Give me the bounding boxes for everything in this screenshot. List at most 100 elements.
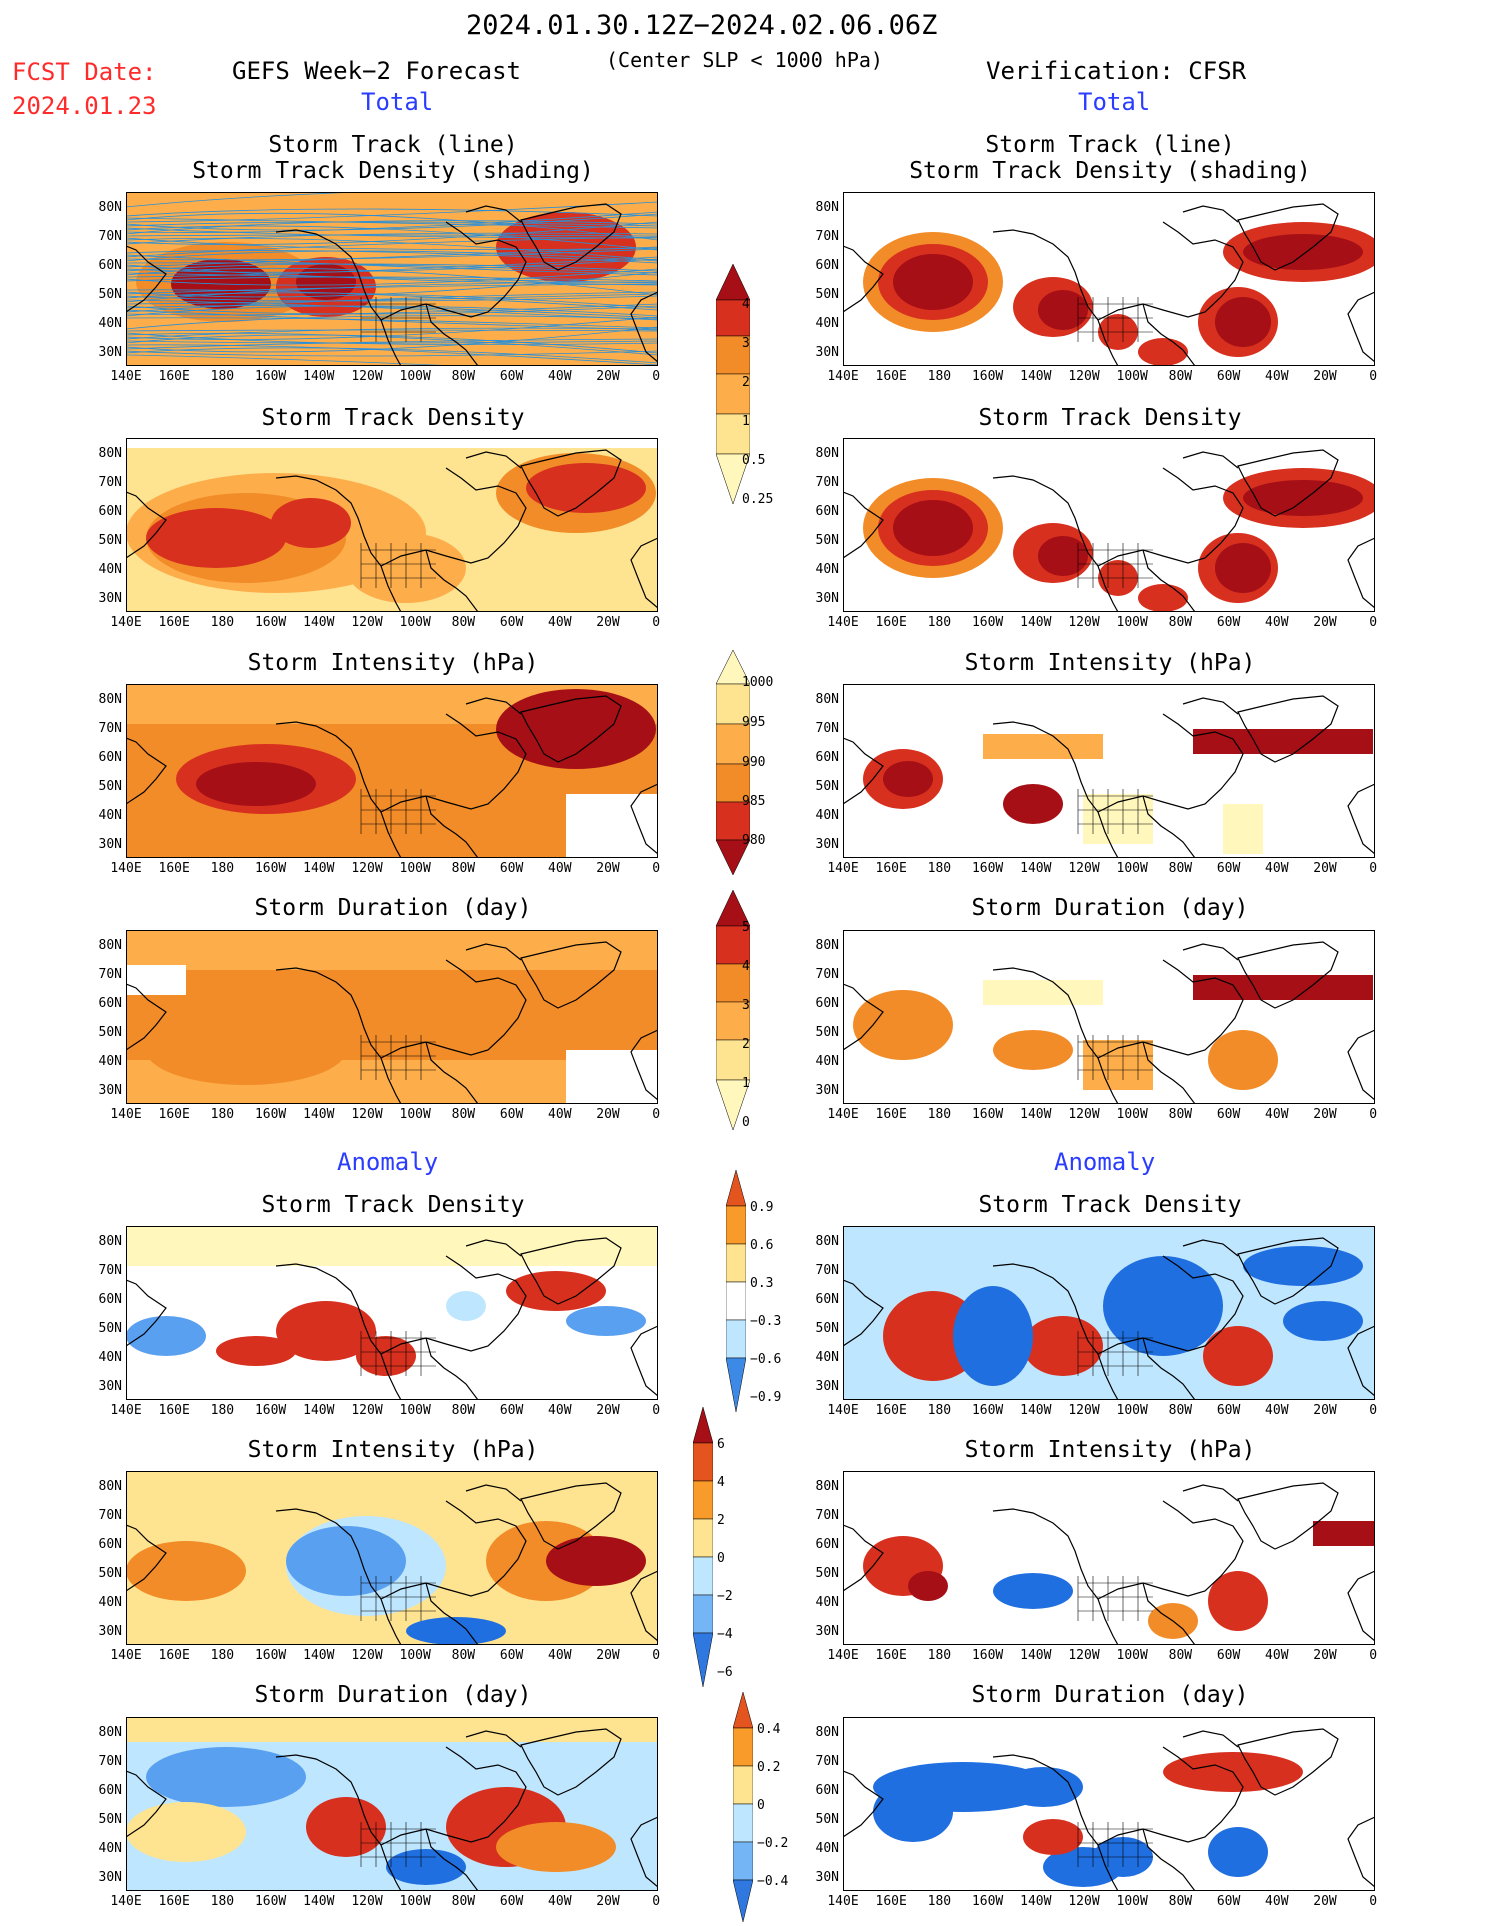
lat-label: 80N: [98, 938, 122, 953]
cbar-intensity-total-label: 1000: [742, 675, 774, 690]
lat-label: 30N: [98, 1083, 122, 1098]
colorbar-duration-total: [715, 889, 751, 1134]
lon-label: 120W: [1068, 861, 1100, 876]
lon-label: 140W: [303, 1403, 335, 1418]
lon-label: 120W: [1068, 369, 1100, 384]
lon-label: 100W: [399, 1894, 431, 1909]
lon-label: 120W: [1068, 615, 1100, 630]
lon-label: 40W: [1265, 1894, 1289, 1909]
lon-label: 140W: [1020, 1403, 1052, 1418]
lon-label: 140W: [303, 615, 335, 630]
lon-label: 120W: [351, 861, 383, 876]
lat-label: 60N: [815, 504, 839, 519]
map-plot: [126, 1471, 658, 1645]
colorbar-density-total: [715, 263, 751, 508]
lon-label: 100W: [399, 861, 431, 876]
lat-label: 60N: [98, 1292, 122, 1307]
date-range: 2024.01.30.12Z−2024.02.06.06Z: [466, 10, 938, 41]
lon-label: 40W: [548, 615, 572, 630]
lon-label: 60W: [1216, 615, 1241, 630]
lat-label: 80N: [815, 446, 839, 461]
lon-label: 60W: [499, 1107, 524, 1122]
lat-label: 40N: [98, 316, 122, 331]
lon-label: 60W: [1216, 861, 1241, 876]
anomaly-label-left: Anomaly: [337, 1148, 439, 1176]
lon-label: 160E: [158, 1648, 190, 1663]
cbar-density-anom-label: 0.9: [750, 1200, 774, 1215]
map-panel: [126, 438, 658, 612]
lon-label: 180: [210, 1107, 235, 1122]
lat-label: 70N: [98, 1263, 122, 1278]
cbar-density-anom-label: 0.3: [750, 1276, 774, 1291]
lat-label: 30N: [98, 837, 122, 852]
lon-label: 180: [210, 615, 235, 630]
lon-label: 20W: [1313, 1107, 1337, 1122]
title-anom-duration-left: Storm Duration (day): [254, 1682, 532, 1708]
lon-label: 120W: [351, 1648, 383, 1663]
lon-label: 160W: [971, 369, 1004, 384]
lon-label: 160E: [875, 1894, 907, 1909]
lat-label: 60N: [815, 1783, 839, 1798]
lon-label: 40W: [548, 1403, 572, 1418]
title-density-right: Storm Track Density: [978, 405, 1242, 431]
lat-label: 80N: [98, 1234, 122, 1249]
gefs-title: GEFS Week−2 Forecast: [232, 57, 521, 85]
lon-label: 140W: [1020, 615, 1052, 630]
lon-label: 120W: [351, 369, 383, 384]
lat-label: 80N: [815, 938, 839, 953]
lon-label: 120W: [1068, 1894, 1100, 1909]
title-duration-right: Storm Duration (day): [971, 895, 1249, 921]
lat-label: 50N: [815, 779, 839, 794]
title-density-left: Storm Track Density: [261, 405, 525, 431]
lat-label: 70N: [98, 1754, 122, 1769]
lon-label: 40W: [548, 1648, 572, 1663]
lon-label: 20W: [596, 1403, 620, 1418]
lat-label: 80N: [815, 200, 839, 215]
cbar-intensity-anom-label: −4: [717, 1627, 733, 1642]
lon-label: 180: [927, 1107, 952, 1122]
lon-label: 160E: [158, 1107, 190, 1122]
lon-label: 80W: [451, 1894, 476, 1909]
lon-label: 140E: [110, 615, 142, 630]
cbar-duration-total-label: 0: [742, 1115, 750, 1130]
lon-label: 180: [927, 1403, 952, 1418]
lat-label: 60N: [98, 258, 122, 273]
lon-label: 40W: [1265, 861, 1289, 876]
cbar-density-anom-label: −0.6: [750, 1352, 782, 1367]
lon-label: 160E: [875, 861, 907, 876]
lat-label: 40N: [815, 1841, 839, 1856]
fcst-date: 2024.01.23: [12, 92, 157, 120]
lon-label: 160E: [875, 1648, 907, 1663]
lon-label: 0: [1369, 861, 1378, 876]
lat-label: 60N: [98, 750, 122, 765]
lon-label: 40W: [548, 1894, 572, 1909]
lon-label: 160W: [971, 861, 1004, 876]
lon-label: 120W: [351, 1894, 383, 1909]
lon-label: 80W: [1168, 861, 1193, 876]
colorbar-duration-anomaly: [732, 1691, 754, 1926]
lon-label: 140E: [110, 861, 142, 876]
lon-label: 160E: [875, 369, 907, 384]
lon-label: 160W: [254, 615, 287, 630]
cbar-intensity-total-label: 990: [742, 755, 766, 770]
lon-label: 60W: [499, 1403, 524, 1418]
cbar-density-anom-label: −0.3: [750, 1314, 782, 1329]
lon-label: 120W: [1068, 1107, 1100, 1122]
colorbar-density-anomaly: [725, 1169, 747, 1416]
lon-label: 160W: [971, 1107, 1004, 1122]
lon-label: 160W: [254, 1403, 287, 1418]
colorbar-intensity-anomaly: [692, 1406, 714, 1691]
lat-label: 50N: [98, 779, 122, 794]
lon-label: 100W: [1116, 1403, 1148, 1418]
lat-label: 70N: [815, 721, 839, 736]
lon-label: 20W: [596, 369, 620, 384]
lon-label: 120W: [1068, 1648, 1100, 1663]
lat-label: 60N: [815, 996, 839, 1011]
cbar-density-total-label: 3: [742, 336, 750, 351]
lon-label: 40W: [548, 369, 572, 384]
map-panel: [126, 1226, 658, 1400]
cbar-duration-total-label: 1: [742, 1076, 750, 1091]
cbar-intensity-anom-label: 2: [717, 1513, 725, 1528]
map-panel: [843, 930, 1375, 1104]
lon-label: 0: [1369, 1403, 1378, 1418]
